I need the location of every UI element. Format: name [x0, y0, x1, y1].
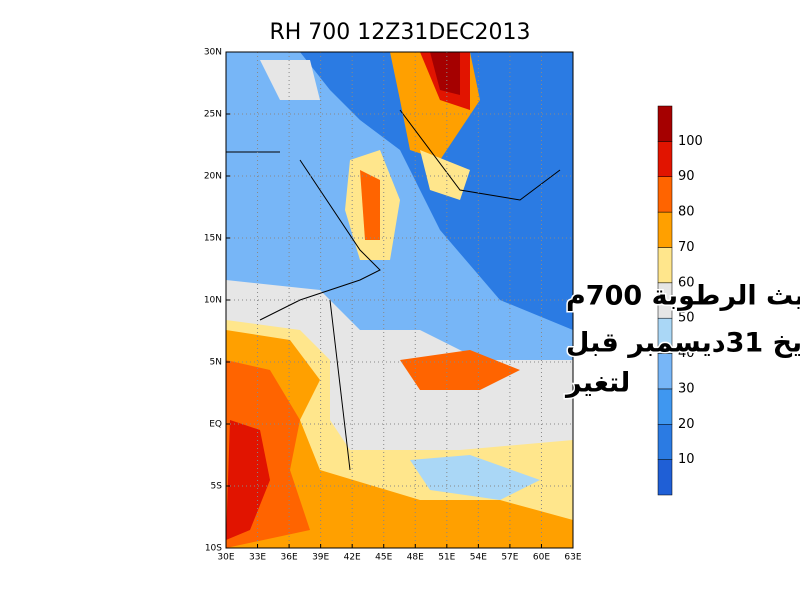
colorbar-label: 60: [678, 275, 695, 290]
overlay-text: تحديث الرطوبة 700م تاريخ 31ديسمبر قبل لتغي…: [563, 279, 800, 400]
colorbar-segment: [657, 141, 673, 177]
ticks: 30E 33E 36E 39E 42E 45E 48E 51E 54E 57E 60E 63E 30N 2…: [204, 48, 582, 563]
colorbar-segment: [657, 176, 673, 213]
lon-label: 42E: [344, 553, 361, 563]
colorbar-segment: [657, 353, 673, 390]
colorbar-segment: [657, 105, 673, 142]
lat-label: 10S: [205, 544, 222, 554]
lat-label: 30N: [204, 48, 222, 58]
overlay-line: تحديث الرطوبة 700م: [566, 281, 800, 312]
colorbar-label: 20: [678, 417, 695, 432]
lat-label: 20N: [204, 172, 222, 182]
lon-label: 39E: [312, 553, 329, 563]
title: RH 700 12Z31DEC2013: [269, 20, 530, 45]
overlay-line: لتغير: [564, 368, 630, 399]
colorbar-label: 80: [678, 205, 695, 220]
lat-label: EQ: [209, 420, 222, 430]
lat-label: 5S: [211, 482, 223, 492]
lon-label: 33E: [249, 553, 266, 563]
colorbar-segment: [657, 211, 673, 248]
colorbar-segment: [657, 424, 673, 460]
lat-label: 5N: [210, 358, 222, 368]
colorbar-segment: [657, 459, 673, 496]
lon-label: 60E: [533, 553, 550, 563]
colorbar-label: 30: [678, 381, 695, 396]
lon-label: 57E: [501, 553, 518, 563]
colorbar-label: 90: [678, 169, 695, 184]
lon-label: 63E: [564, 553, 581, 563]
colorbar-label: 10: [678, 452, 695, 467]
overlay-line: تاريخ 31ديسمبر قبل: [566, 328, 800, 359]
colorbar: 10 20 30 40 50 60 70 80 90 100: [657, 105, 703, 496]
lon-label: 51E: [438, 553, 455, 563]
grid: [226, 52, 573, 548]
lon-label: 36E: [281, 553, 298, 563]
lat-label: 15N: [204, 234, 222, 244]
colorbar-label: 70: [678, 240, 695, 255]
colorbar-segment: [657, 388, 673, 425]
lon-label: 54E: [470, 553, 487, 563]
lat-label: 10N: [204, 296, 222, 306]
lon-label: 48E: [407, 553, 424, 563]
colorbar-label: 50: [678, 311, 695, 326]
lon-label: 45E: [375, 553, 392, 563]
lat-label: 25N: [204, 110, 222, 120]
lon-label: 30E: [217, 553, 234, 563]
colorbar-label: 100: [678, 134, 703, 149]
colorbar-label: 40: [678, 346, 695, 361]
colorbar-segment: [657, 247, 673, 284]
